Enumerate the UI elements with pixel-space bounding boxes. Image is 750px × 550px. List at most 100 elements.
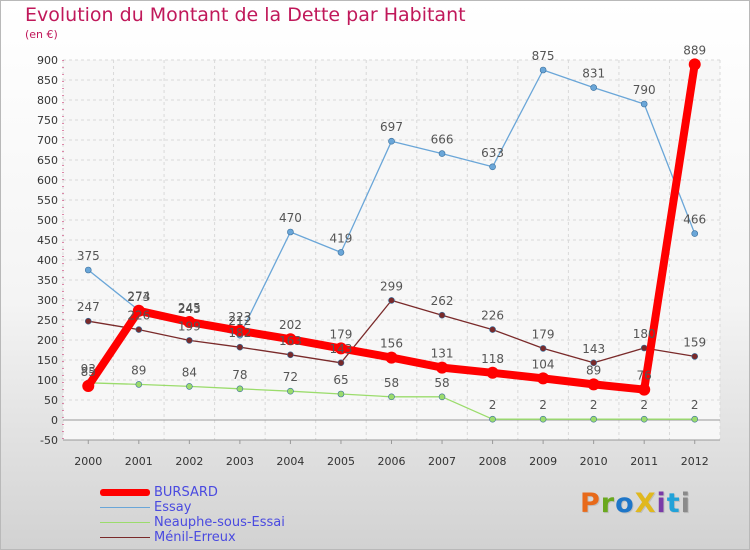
legend-item-essay: Essay: [100, 500, 360, 515]
data-label: 666: [431, 133, 454, 147]
y-tick-label: 450: [37, 234, 58, 247]
x-tick-label: 2003: [226, 455, 254, 468]
data-label: 179: [330, 327, 353, 341]
x-tick-label: 2006: [378, 455, 406, 468]
legend-swatch-neauphe: [100, 522, 150, 523]
data-point: [135, 326, 143, 333]
data-point: [590, 415, 597, 423]
plot-area: [63, 60, 720, 440]
data-point: [82, 380, 95, 392]
data-point: [84, 317, 92, 325]
data-label: 58: [434, 376, 449, 390]
data-point: [337, 359, 345, 367]
y-tick-label: 100: [37, 374, 58, 387]
data-label: 89: [131, 363, 146, 377]
data-label: 273: [127, 290, 150, 304]
data-point: [135, 381, 143, 388]
data-label: 118: [481, 352, 504, 366]
data-label: 163: [279, 334, 302, 348]
data-point: [186, 383, 193, 390]
data-label: 262: [431, 294, 454, 308]
y-tick-label: 50: [44, 394, 58, 407]
legend: BURSARD Essay Neauphe-sous-Essai Ménil-E…: [100, 485, 360, 545]
data-label: 143: [582, 342, 605, 356]
data-point: [388, 137, 395, 145]
data-point: [691, 230, 699, 237]
data-label: 247: [77, 300, 100, 314]
logo-letter: i: [680, 488, 691, 519]
data-label: 58: [384, 376, 399, 390]
x-tick-label: 2010: [580, 455, 608, 468]
data-label: 143: [330, 342, 353, 356]
data-label: 419: [330, 231, 353, 245]
y-tick-label: 250: [37, 314, 58, 327]
data-point: [287, 228, 294, 236]
data-label: 2: [691, 398, 699, 412]
data-label: 104: [532, 357, 555, 371]
data-label: 212: [228, 314, 251, 328]
data-label: 76: [637, 369, 652, 383]
legend-label-menil: Ménil-Erreux: [154, 530, 236, 545]
x-tick-label: 2002: [175, 455, 203, 468]
data-point: [233, 324, 246, 337]
y-tick-label: 900: [37, 54, 58, 67]
data-label: 85: [81, 365, 96, 379]
y-tick-label: 850: [37, 74, 58, 87]
data-label: 72: [283, 370, 298, 384]
data-point: [691, 353, 699, 360]
data-point: [186, 337, 193, 344]
x-tick-label: 2000: [74, 455, 102, 468]
x-tick-label: 2009: [529, 455, 557, 468]
legend-label-essay: Essay: [154, 500, 192, 515]
y-tick-label: 150: [37, 354, 58, 367]
data-label: 633: [481, 146, 504, 160]
data-point: [539, 345, 547, 352]
data-point: [539, 66, 547, 74]
data-point: [638, 383, 651, 396]
data-label: 2: [539, 398, 547, 412]
data-label: 831: [582, 67, 605, 81]
data-point: [132, 304, 145, 317]
y-tick-label: -50: [40, 434, 58, 447]
legend-swatch-essay: [100, 507, 150, 508]
data-label: 223: [228, 310, 251, 324]
data-point: [438, 311, 446, 319]
y-tick-label: 650: [37, 154, 58, 167]
data-label: 889: [683, 43, 706, 57]
data-label: 470: [279, 211, 302, 225]
data-label: 180: [633, 327, 656, 341]
y-tick-label: 500: [37, 214, 58, 227]
y-tick-label: 200: [37, 334, 58, 347]
data-point: [489, 415, 496, 423]
data-label: 2: [640, 398, 648, 412]
data-label: 93: [81, 362, 96, 376]
chart-subtitle: (en €): [25, 28, 58, 41]
data-label: 65: [333, 373, 348, 387]
data-point: [640, 100, 648, 108]
legend-label-neauphe: Neauphe-sous-Essai: [154, 515, 285, 530]
legend-swatch-menil: [100, 537, 150, 538]
logo-letter: o: [615, 488, 635, 519]
data-point: [688, 58, 701, 71]
x-tick-label: 2004: [276, 455, 304, 468]
data-label: 131: [431, 347, 454, 361]
data-label: 226: [127, 309, 150, 323]
legend-label-bursard: BURSARD: [154, 485, 218, 500]
x-tick-label: 2012: [681, 455, 709, 468]
data-point: [539, 415, 547, 423]
data-label: 159: [683, 335, 706, 349]
data-label: 199: [178, 319, 201, 333]
data-point: [438, 150, 446, 157]
data-point: [590, 84, 597, 91]
y-tick-label: 350: [37, 274, 58, 287]
y-tick-label: 300: [37, 294, 58, 307]
legend-item-neauphe: Neauphe-sous-Essai: [100, 515, 360, 530]
data-point: [489, 163, 496, 171]
data-label: 179: [532, 327, 555, 341]
data-point: [183, 316, 196, 328]
data-point: [287, 387, 294, 395]
logo-letter: P: [580, 488, 601, 519]
data-point: [236, 385, 244, 393]
legend-item-bursard: BURSARD: [100, 485, 360, 500]
data-label: 89: [586, 363, 601, 377]
